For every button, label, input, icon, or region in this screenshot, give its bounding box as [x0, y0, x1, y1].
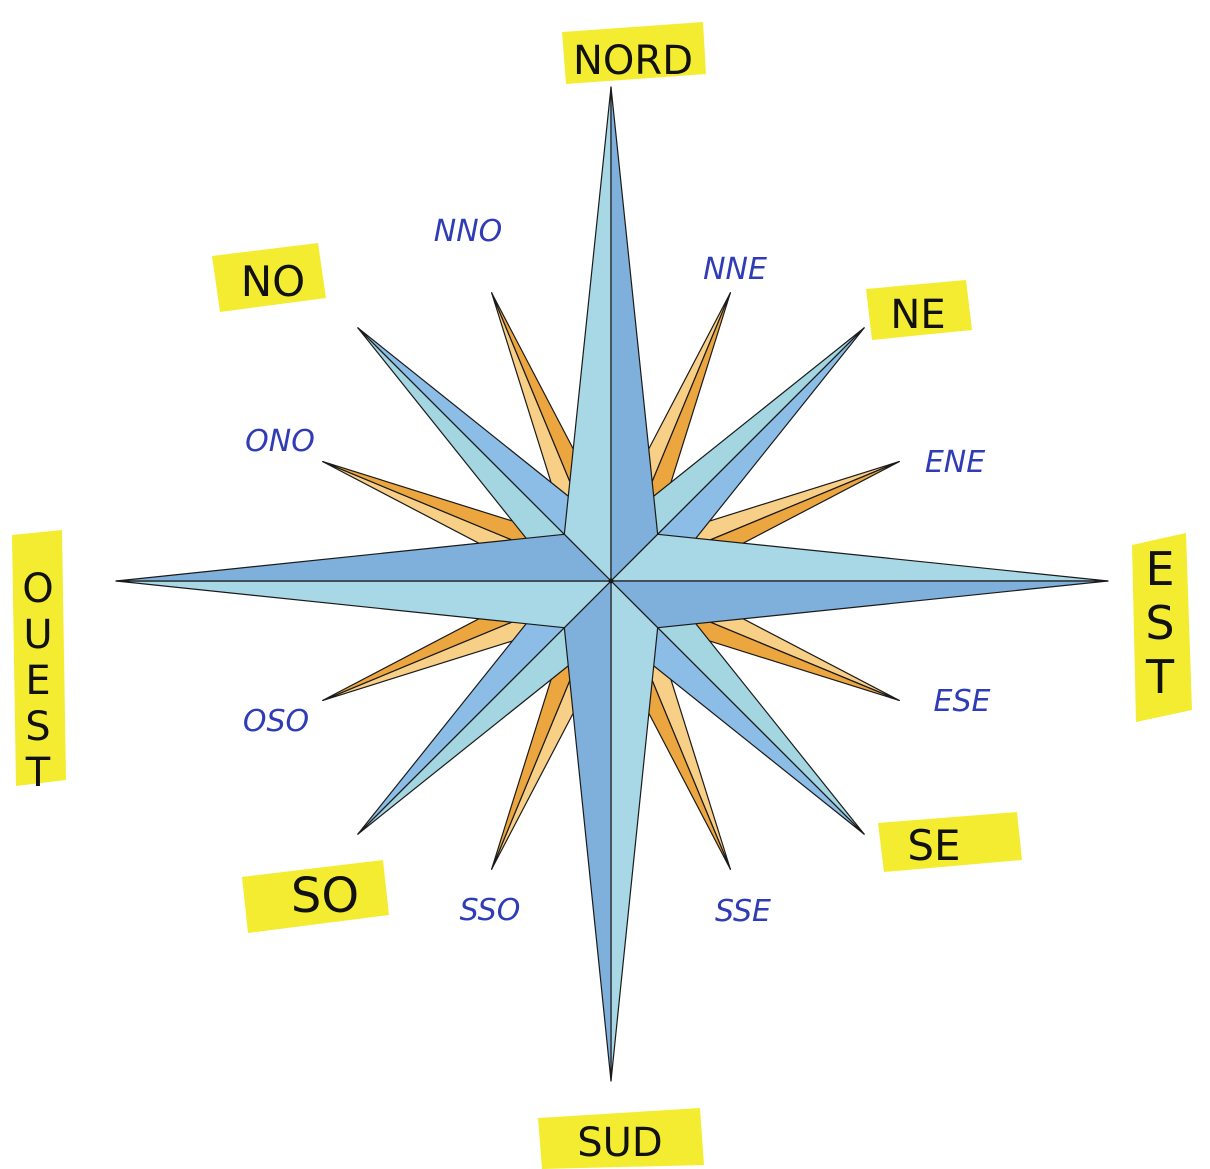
label-no: NO: [241, 257, 305, 306]
label-so: SO: [291, 868, 359, 924]
rose-center-point: [608, 578, 614, 584]
label-sse: SSE: [715, 894, 771, 929]
rose-star: [115, 86, 1109, 1082]
label-nno: NNO: [434, 214, 503, 249]
highlight-ouest: [12, 530, 66, 786]
highlight-marks: [12, 22, 1192, 1169]
label-sso: SSO: [460, 893, 521, 928]
label-ene: ENE: [925, 445, 985, 480]
highlight-ne: [866, 280, 972, 340]
label-nne: NNE: [703, 252, 767, 287]
label-se: SE: [907, 821, 960, 870]
highlight-est: [1132, 533, 1192, 722]
highlight-so: [242, 860, 389, 933]
label-sud: SUD: [577, 1120, 662, 1166]
label-nord: NORD: [573, 38, 693, 84]
highlight-no: [212, 243, 326, 312]
label-ese: ESE: [934, 684, 991, 719]
label-ono: ONO: [245, 424, 315, 459]
label-oso: OSO: [243, 704, 309, 739]
label-ne: NE: [890, 292, 945, 338]
highlight-sud: [538, 1108, 704, 1169]
highlight-nord: [562, 22, 706, 84]
highlight-se: [878, 812, 1022, 872]
point-ouest-right: [115, 533, 612, 582]
